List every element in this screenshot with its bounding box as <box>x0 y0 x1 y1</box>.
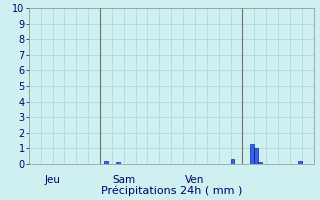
Text: Jeu: Jeu <box>44 175 60 185</box>
Bar <box>298 161 302 164</box>
Bar <box>116 162 120 164</box>
Bar <box>231 159 234 164</box>
Bar <box>254 148 258 164</box>
Bar <box>104 161 108 164</box>
Text: Ven: Ven <box>185 175 204 185</box>
Text: Sam: Sam <box>112 175 135 185</box>
Bar <box>251 144 254 164</box>
Bar <box>258 162 262 164</box>
Text: Précipitations 24h ( mm ): Précipitations 24h ( mm ) <box>100 186 242 196</box>
